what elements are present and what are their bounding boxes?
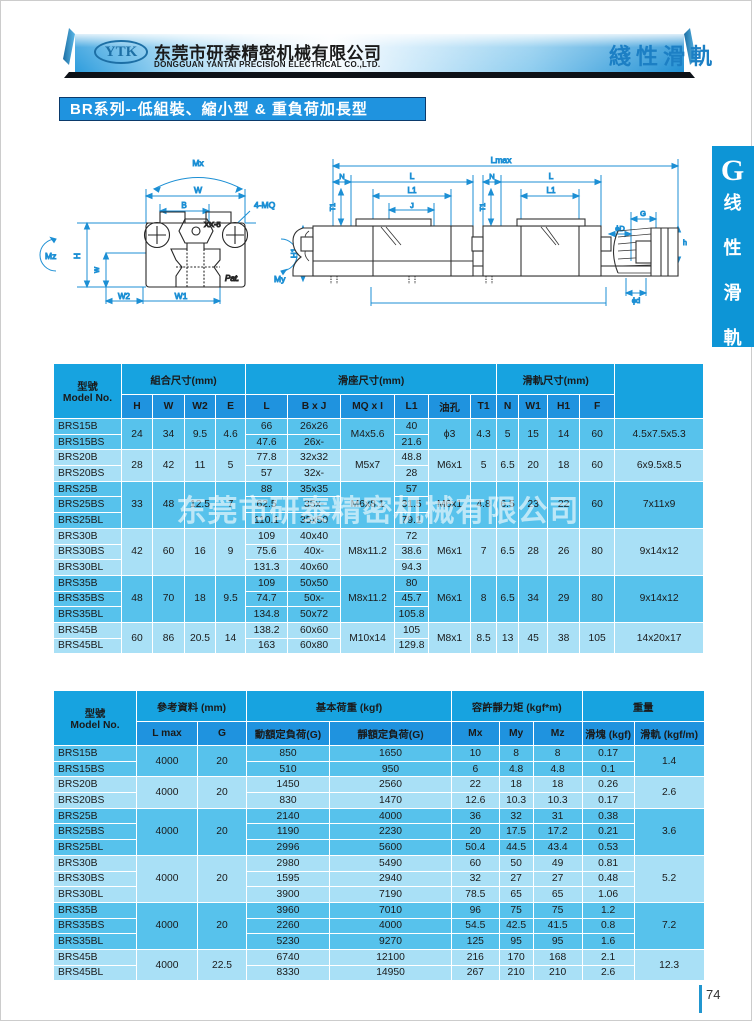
svg-text:G: G [640, 209, 646, 218]
svg-text:L1: L1 [408, 186, 417, 195]
svg-text:H: H [72, 253, 82, 259]
svg-text:T1: T1 [480, 203, 487, 211]
svg-text:ϕD: ϕD [615, 224, 625, 233]
svg-text:Mz: Mz [45, 251, 56, 261]
svg-text:L1: L1 [547, 186, 556, 195]
svg-text:Mx: Mx [192, 158, 204, 168]
svg-text:W1: W1 [175, 291, 188, 301]
svg-text:XX-5: XX-5 [204, 220, 221, 229]
svg-text:Pat.: Pat. [225, 274, 239, 283]
svg-text:Lmax: Lmax [491, 155, 513, 165]
svg-text:N: N [489, 172, 494, 181]
svg-text:L: L [410, 171, 415, 181]
svg-text:B: B [181, 201, 186, 210]
svg-text:W2: W2 [118, 292, 131, 301]
svg-text:4-MQ: 4-MQ [254, 200, 276, 210]
svg-text:T1: T1 [330, 203, 337, 211]
svg-text:W: W [194, 185, 202, 195]
svg-text:L: L [549, 171, 554, 181]
svg-text:My: My [274, 274, 286, 284]
svg-text:ϕd: ϕd [632, 296, 640, 305]
svg-text:J: J [410, 203, 414, 210]
svg-text:h: h [683, 240, 687, 247]
svg-text:w: w [92, 267, 101, 274]
svg-text:N: N [339, 172, 344, 181]
